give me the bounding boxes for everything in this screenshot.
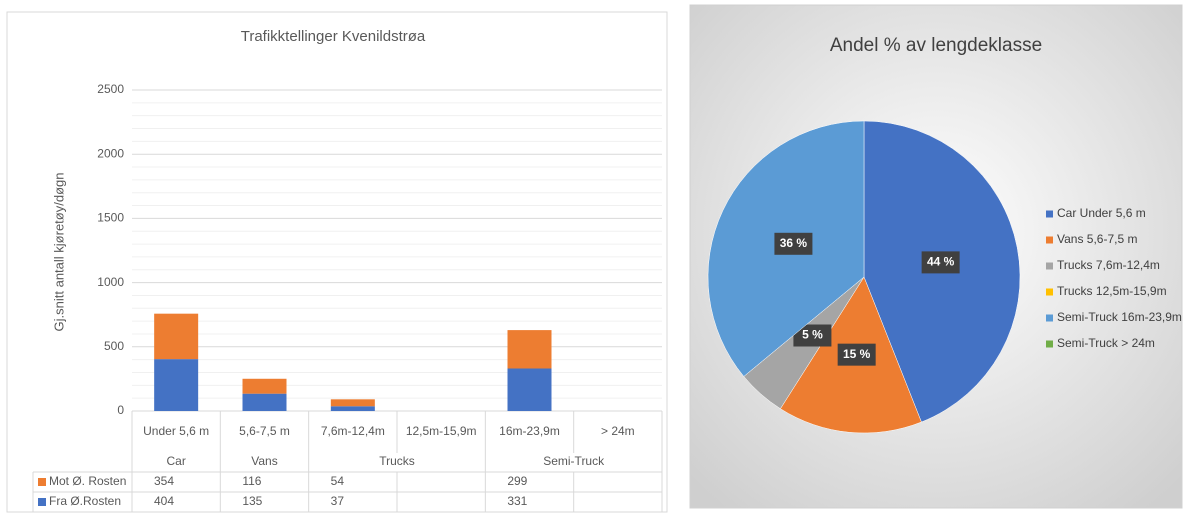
chart-title: Trafikktellinger Kvenildstrøa (241, 28, 426, 45)
bar-segment (330, 399, 375, 407)
bar-panel (6, 11, 668, 513)
y-tick-label: 2000 (97, 146, 124, 160)
legend-swatch (1046, 262, 1053, 270)
group-label: Trucks (379, 454, 415, 468)
legend-swatch (1046, 314, 1053, 322)
x-tick-label: 16m-23,9m (499, 424, 560, 438)
table-value: 135 (242, 494, 262, 508)
legend-label: Car Under 5,6 m (1057, 206, 1146, 220)
bar-segment (507, 368, 552, 411)
table-value: 354 (154, 474, 174, 488)
label-box (921, 251, 960, 274)
y-tick-label: 500 (104, 339, 124, 353)
legend-label: Trucks 7,6m-12,4m (1057, 258, 1160, 272)
data-label: 36 % (780, 236, 808, 250)
table-value: 116 (242, 474, 261, 488)
label-box (793, 324, 832, 347)
bar-segment (242, 393, 287, 411)
group-label: Semi-Truck (543, 454, 605, 468)
data-label: 15 % (843, 347, 871, 361)
table-value: 331 (507, 494, 527, 508)
legend-swatch (38, 478, 46, 486)
data-label: 44 % (927, 255, 955, 269)
table-value: 299 (507, 474, 527, 488)
bar-segment (154, 313, 199, 360)
legend-label: Vans 5,6-7,5 m (1057, 232, 1137, 246)
table-value: 37 (331, 494, 345, 508)
group-label: Vans (251, 454, 277, 468)
x-tick-label: 7,6m-12,4m (321, 424, 385, 438)
legend-swatch (1046, 340, 1053, 348)
legend-swatch (1046, 288, 1053, 296)
table-value: 404 (154, 494, 174, 508)
legend-swatch (1046, 210, 1053, 218)
label-box (837, 343, 876, 366)
x-tick-label: > 24m (601, 424, 635, 438)
x-tick-label: Under 5,6 m (143, 424, 209, 438)
group-label: Car (166, 454, 185, 468)
legend-label: Fra Ø.Rosten (49, 494, 121, 508)
legend-label: Semi-Truck > 24m (1057, 336, 1155, 350)
chart-title: Andel % av lengdeklasse (830, 35, 1042, 56)
legend-label: Semi-Truck 16m-23,9m (1057, 310, 1182, 324)
bar-segment (507, 330, 552, 369)
y-tick-label: 1000 (97, 275, 124, 289)
bar-segment (242, 378, 287, 394)
legend-swatch (1046, 236, 1053, 244)
legend-label: Mot Ø. Rosten (49, 474, 126, 488)
legend-label: Trucks 12,5m-15,9m (1057, 284, 1167, 298)
x-tick-label: 12,5m-15,9m (406, 424, 477, 438)
x-tick-label: 5,6-7,5 m (239, 424, 290, 438)
legend-swatch (38, 498, 46, 506)
label-box (774, 232, 813, 255)
bar-segment (330, 406, 375, 411)
y-tick-label: 1500 (97, 211, 124, 225)
data-label: 5 % (802, 328, 823, 342)
table-value: 54 (331, 474, 345, 488)
y-tick-label: 2500 (97, 82, 124, 96)
bar-segment (154, 359, 199, 411)
y-tick-label: 0 (117, 403, 124, 417)
y-axis-label: Gj.snitt antall kjøretøy/døgn (51, 173, 66, 332)
